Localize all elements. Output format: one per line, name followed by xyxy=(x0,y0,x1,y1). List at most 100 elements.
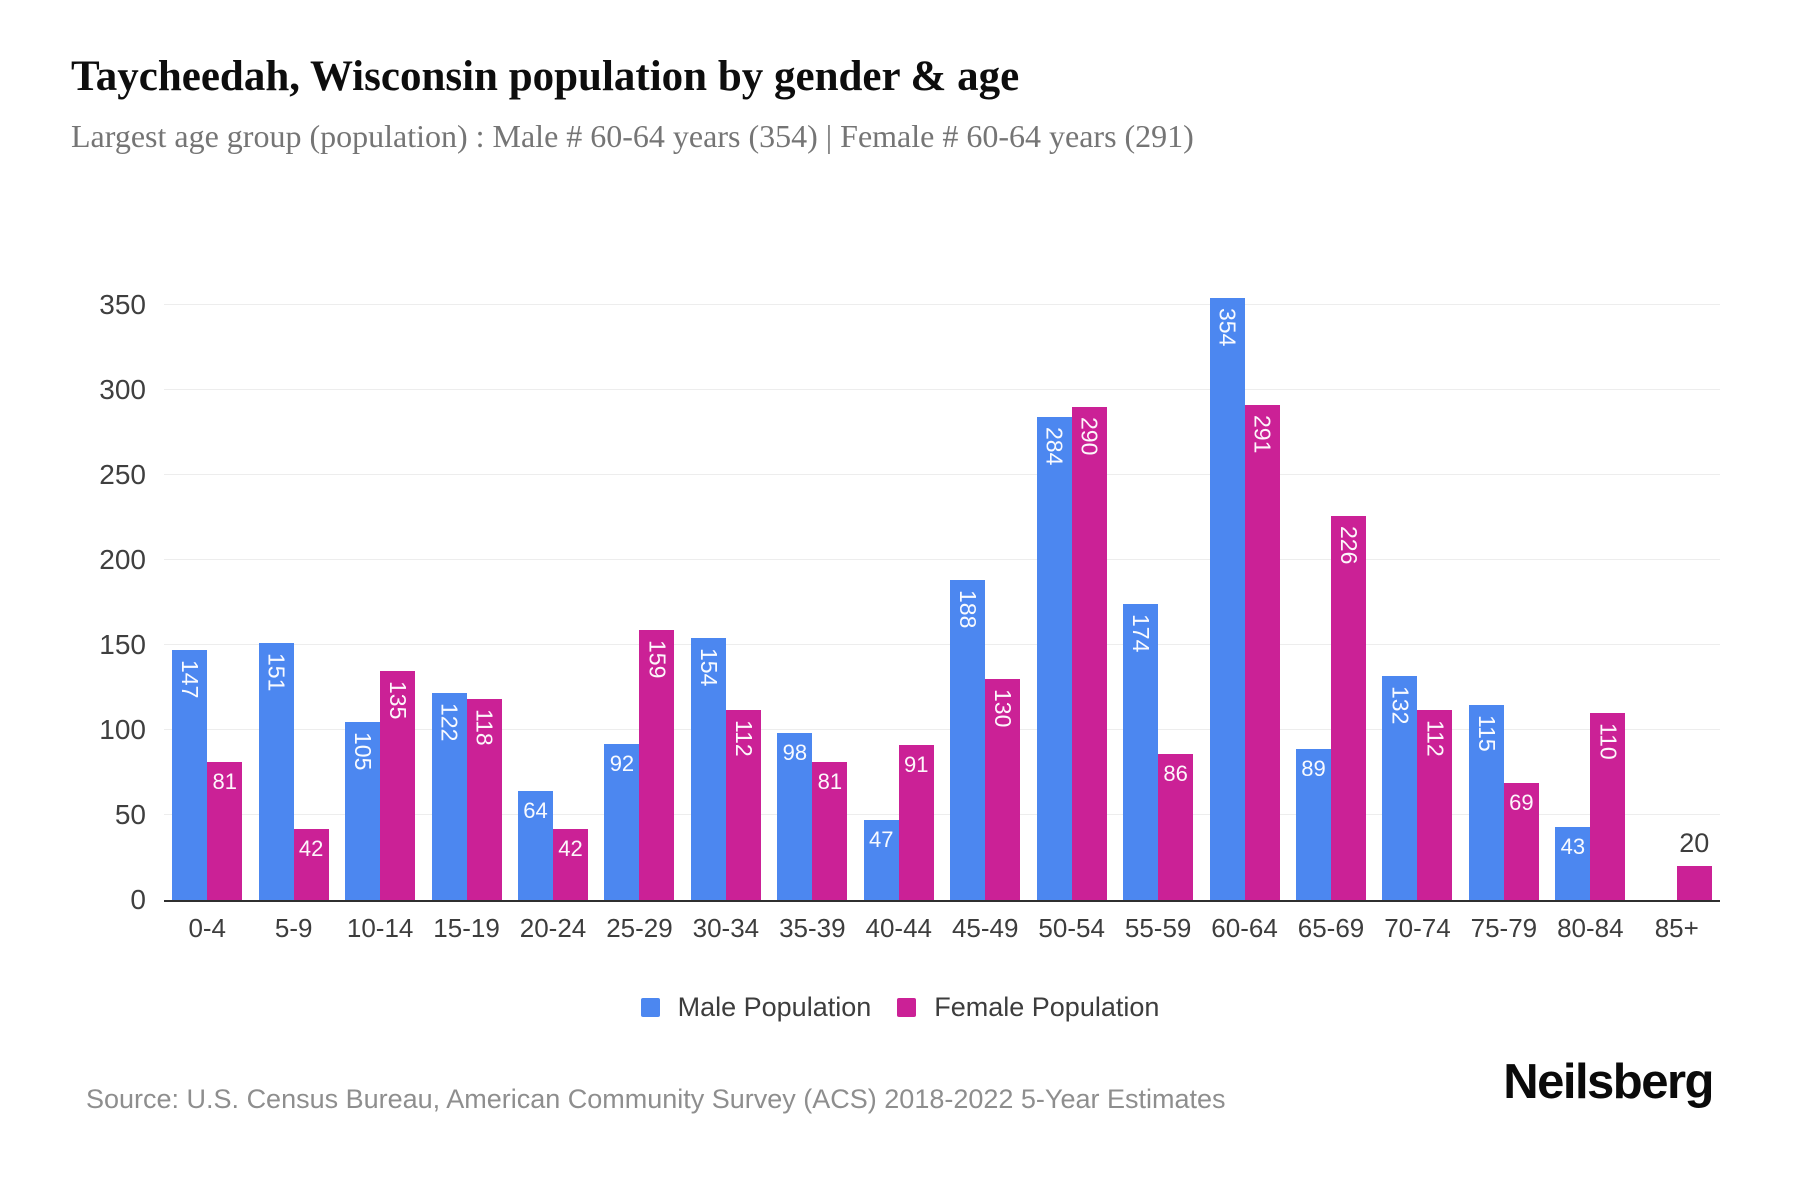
bar-female-population-80-84[interactable]: 110 xyxy=(1590,713,1626,900)
bar-male-population-70-74[interactable]: 132 xyxy=(1382,675,1418,900)
bar-male-population-55-59[interactable]: 174 xyxy=(1123,604,1159,900)
bar-value-label-male-population-60-64: 354 xyxy=(1214,308,1241,347)
bar-value-label-male-population-30-34: 154 xyxy=(695,648,722,687)
x-tick-label-60-64: 60-64 xyxy=(1211,913,1278,943)
y-tick-label-50: 50 xyxy=(114,799,146,830)
bar-female-population-0-4[interactable]: 81 xyxy=(207,762,243,900)
bar-female-population-65-69[interactable]: 226 xyxy=(1331,515,1366,900)
legend: Male Population Female Population xyxy=(0,992,1800,1023)
bar-male-population-40-44[interactable]: 47 xyxy=(863,820,899,900)
x-tick-label-25-29: 25-29 xyxy=(606,913,673,943)
bar-value-label-male-population-25-29: 92 xyxy=(609,750,635,776)
bar-female-population-5-9[interactable]: 42 xyxy=(293,828,329,900)
y-tick-label-250: 250 xyxy=(99,459,146,490)
bar-male-population-65-69[interactable]: 89 xyxy=(1296,748,1331,900)
bar-value-label-male-population-70-74: 132 xyxy=(1387,685,1414,724)
bar-female-population-70-74[interactable]: 112 xyxy=(1417,709,1453,900)
bar-female-population-20-24[interactable]: 42 xyxy=(553,828,588,900)
bar-male-population-25-29[interactable]: 92 xyxy=(604,743,640,900)
bar-value-label-male-population-55-59: 174 xyxy=(1128,614,1155,653)
bar-value-label-male-population-5-9: 151 xyxy=(263,653,290,692)
x-tick-label-50-54: 50-54 xyxy=(1038,913,1105,943)
bar-female-population-35-39[interactable]: 81 xyxy=(812,762,848,900)
x-tick-label-20-24: 20-24 xyxy=(519,913,587,943)
bar-male-population-60-64[interactable]: 354 xyxy=(1209,298,1245,900)
bar-value-label-male-population-40-44: 47 xyxy=(869,827,894,853)
x-tick-label-30-34: 30-34 xyxy=(692,913,760,943)
bar-value-label-female-population-0-4: 81 xyxy=(212,769,237,795)
bar-female-population-75-79[interactable]: 69 xyxy=(1503,782,1539,900)
bar-male-population-35-39[interactable]: 98 xyxy=(777,733,813,900)
x-tick-label-55-59: 55-59 xyxy=(1124,913,1192,943)
bar-value-label-female-population-85+: 20 xyxy=(1679,828,1710,858)
bar-value-label-female-population-10-14: 135 xyxy=(385,680,412,719)
bar-female-population-50-54[interactable]: 290 xyxy=(1071,407,1107,900)
bar-value-label-female-population-70-74: 112 xyxy=(1422,719,1449,757)
x-tick-label-40-44: 40-44 xyxy=(865,913,933,943)
bar-value-label-male-population-0-4: 147 xyxy=(177,660,204,699)
bar-value-label-female-population-50-54: 290 xyxy=(1076,417,1103,456)
neilsberg-logo[interactable]: Neilsberg xyxy=(1503,1055,1714,1109)
bar-male-population-0-4[interactable]: 147 xyxy=(172,650,208,900)
bar-value-label-female-population-35-39: 81 xyxy=(817,769,843,795)
gridline-50 xyxy=(164,814,1720,815)
chart-subtitle: Largest age group (population) : Male # … xyxy=(71,118,1194,154)
bar-male-population-75-79[interactable]: 115 xyxy=(1468,704,1504,900)
bar-female-population-30-34[interactable]: 112 xyxy=(725,709,761,900)
bar-male-population-45-49[interactable]: 188 xyxy=(950,580,986,900)
bar-value-label-female-population-30-34: 112 xyxy=(730,719,757,757)
bar-female-population-45-49[interactable]: 130 xyxy=(985,679,1021,900)
bar-value-label-female-population-65-69: 226 xyxy=(1336,525,1362,565)
x-tick-label-70-74: 70-74 xyxy=(1384,913,1451,943)
bar-female-population-10-14[interactable]: 135 xyxy=(380,670,416,900)
bar-value-label-female-population-75-79: 69 xyxy=(1509,789,1534,815)
bar-male-population-50-54[interactable]: 284 xyxy=(1036,417,1072,900)
gridline-200 xyxy=(164,559,1720,560)
bar-female-population-25-29[interactable]: 159 xyxy=(639,629,675,900)
gridline-350 xyxy=(164,304,1720,305)
bar-value-label-female-population-15-19: 118 xyxy=(471,709,498,747)
x-tick-label-15-19: 15-19 xyxy=(433,913,500,943)
gridline-100 xyxy=(164,729,1720,730)
y-tick-label-200: 200 xyxy=(99,544,146,575)
bar-value-label-male-population-75-79: 115 xyxy=(1473,714,1500,752)
y-tick-label-0: 0 xyxy=(130,884,146,915)
bar-value-label-male-population-50-54: 284 xyxy=(1041,427,1068,466)
bar-male-population-30-34[interactable]: 154 xyxy=(690,638,726,900)
bar-value-label-male-population-65-69: 89 xyxy=(1301,755,1326,781)
x-tick-label-10-14: 10-14 xyxy=(346,913,414,943)
gridline-300 xyxy=(164,389,1720,390)
bar-value-label-female-population-20-24: 42 xyxy=(558,835,583,861)
legend-swatch-male-population xyxy=(640,998,660,1017)
y-tick-label-300: 300 xyxy=(99,374,146,405)
bar-female-population-40-44[interactable]: 91 xyxy=(898,745,934,900)
x-tick-label-80-84: 80-84 xyxy=(1557,913,1624,943)
bar-female-population-55-59[interactable]: 86 xyxy=(1158,753,1194,900)
legend-item-female-population[interactable]: Female Population xyxy=(897,992,1159,1023)
bar-male-population-15-19[interactable]: 122 xyxy=(431,692,467,900)
bar-male-population-20-24[interactable]: 64 xyxy=(518,791,553,900)
bar-value-label-male-population-35-39: 98 xyxy=(782,740,808,766)
y-tick-label-350: 350 xyxy=(99,289,146,320)
bar-female-population-60-64[interactable]: 291 xyxy=(1244,405,1280,900)
bar-value-label-female-population-25-29: 159 xyxy=(644,639,671,679)
legend-label-male-population: Male Population xyxy=(677,992,872,1022)
y-tick-label-150: 150 xyxy=(99,629,146,660)
bar-male-population-5-9[interactable]: 151 xyxy=(258,643,294,900)
bar-male-population-80-84[interactable]: 43 xyxy=(1555,826,1591,900)
chart-title: Taycheedah, Wisconsin population by gend… xyxy=(71,53,1020,100)
bar-female-population-15-19[interactable]: 118 xyxy=(466,699,502,900)
bar-male-population-10-14[interactable]: 105 xyxy=(345,721,381,900)
bar-value-label-female-population-5-9: 42 xyxy=(298,835,324,861)
y-tick-label-100: 100 xyxy=(99,714,146,745)
legend-swatch-female-population xyxy=(897,998,917,1017)
bar-value-label-female-population-80-84: 110 xyxy=(1595,723,1622,760)
bar-female-population-85+[interactable]: 20 xyxy=(1676,828,1712,900)
bar-value-label-female-population-40-44: 91 xyxy=(904,752,929,778)
legend-item-male-population[interactable]: Male Population xyxy=(640,992,872,1023)
gridline-250 xyxy=(164,474,1720,475)
bar-value-label-male-population-15-19: 122 xyxy=(436,702,463,741)
bar-value-label-male-population-10-14: 105 xyxy=(350,731,377,770)
x-tick-label-65-69: 65-69 xyxy=(1297,913,1365,943)
plot-area: 0 50 100 150 200 250 300 350 0-4 147 81 5-9 151 42 10-… xyxy=(99,250,1720,943)
